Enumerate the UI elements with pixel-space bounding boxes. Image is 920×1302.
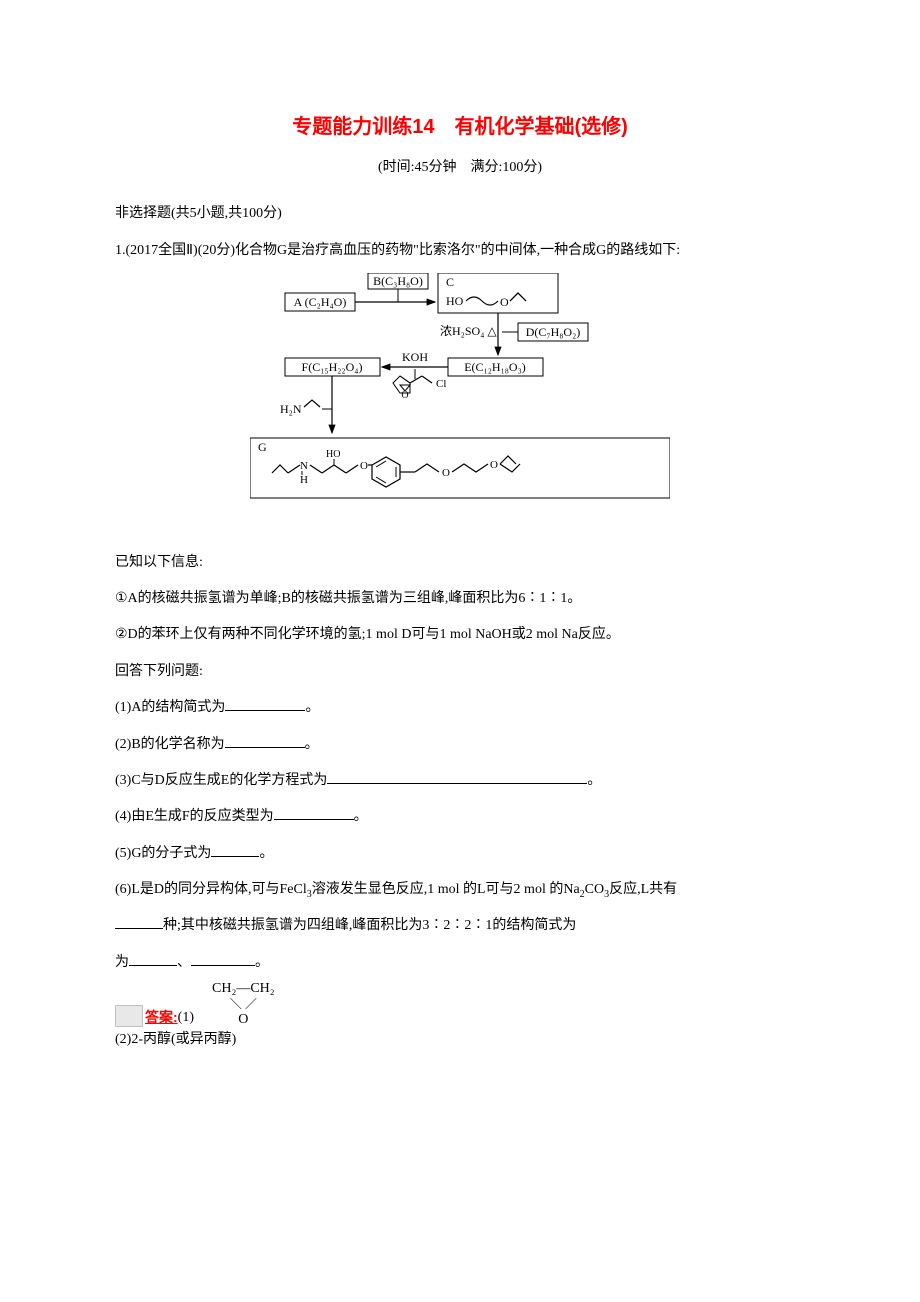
synthesis-diagram: A (C₂H₄O) B(C₃H₈O) C HO O 浓H₂SO₄ △ D(C₇H…: [115, 273, 805, 538]
p6e: 种;其中核磁共振氢谱为四组峰,峰面积比为3∶2∶2∶1的结构简式为: [163, 918, 576, 933]
q1-part6: (6)L是D的同分异构体,可与FeCl3溶液发生显色反应,1 mol 的L可与2…: [115, 872, 805, 908]
svg-text:HO: HO: [326, 449, 340, 460]
p6c: CO: [585, 882, 604, 897]
q1-part6-line2: 种;其中核磁共振氢谱为四组峰,峰面积比为3∶2∶2∶1的结构简式为: [115, 908, 805, 944]
answer-box-icon: [115, 1005, 143, 1027]
svg-text:Cl: Cl: [436, 378, 446, 390]
blank-2: [225, 734, 305, 748]
p6a: (6)L是D的同分异构体,可与FeCl: [115, 882, 307, 897]
p6f: 、: [177, 955, 191, 970]
section-header: 非选择题(共5小题,共100分): [115, 196, 805, 232]
g-structure: N H HO O O O: [272, 449, 520, 487]
info1: ①A的核磁共振氢谱为单峰;B的核磁共振氢谱为三组峰,峰面积比为6∶1∶1。: [115, 581, 805, 617]
answer-label: 答案:: [145, 1008, 178, 1028]
blank-6c: [191, 952, 255, 966]
epoxide-bottom: O: [238, 1012, 248, 1027]
p5-end: 。: [259, 846, 273, 861]
svg-text:O: O: [490, 459, 498, 471]
q1-part6-line3: 为、。: [115, 945, 805, 981]
q1-part1: (1)A的结构简式为 。: [115, 690, 805, 726]
q1-part2: (2)B的化学名称为 。: [115, 727, 805, 763]
box-d: D(C₇H₈O₂): [526, 325, 581, 339]
q1-part3: (3)C与D反应生成E的化学方程式为 。: [115, 763, 805, 799]
info2: ②D的苯环上仅有两种不同化学环境的氢;1 mol D可与1 mol NaOH或2…: [115, 617, 805, 653]
blank-5: [211, 843, 259, 857]
q1-part5: (5)G的分子式为 。: [115, 836, 805, 872]
answer-prompt: 回答下列问题:: [115, 654, 805, 690]
answer-line1: 答案: (1) CH₂—CH₂ ＼ ／ O: [115, 981, 805, 1027]
svg-text:H: H: [300, 474, 308, 486]
box-c-label: C: [446, 275, 454, 289]
svg-text:O: O: [401, 390, 408, 401]
svg-text:N: N: [300, 460, 308, 472]
svg-text:O: O: [442, 467, 450, 479]
blank-6b: [129, 952, 177, 966]
p6b: 溶液发生显色反应,1 mol 的L可与2 mol 的Na: [312, 882, 580, 897]
a1-prefix: (1): [178, 1008, 194, 1028]
cond-h2so4: 浓H₂SO₄ △: [440, 324, 497, 338]
koh-label: KOH: [402, 350, 428, 364]
p5-text: (5)G的分子式为: [115, 846, 211, 861]
amine-label: H₂N: [280, 402, 302, 416]
box-c-struct: HO: [446, 294, 464, 308]
box-g-label: G: [258, 440, 267, 454]
p3-text: (3)C与D反应生成E的化学方程式为: [115, 773, 327, 788]
p4-end: 。: [354, 809, 368, 824]
epoxide-top: CH₂—CH₂: [212, 981, 275, 996]
p1-text: (1)A的结构简式为: [115, 700, 225, 715]
svg-text:O: O: [500, 295, 509, 309]
p3-end: 。: [587, 773, 601, 788]
blank-1: [225, 697, 305, 711]
box-a: A (C₂H₄O): [294, 295, 347, 309]
epoxide-reagent: O Cl: [393, 369, 446, 401]
epoxide-mid: ＼ ／: [230, 997, 257, 1011]
p2-text: (2)B的化学名称为: [115, 737, 225, 752]
page-title: 专题能力训练14 有机化学基础(选修): [115, 112, 805, 142]
p6g: 。: [255, 955, 269, 970]
blank-4: [274, 806, 354, 820]
p4-text: (4)由E生成F的反应类型为: [115, 809, 274, 824]
blank-3: [327, 770, 587, 784]
answer-line2: (2)2-丙醇(或异丙醇): [115, 1027, 805, 1052]
epoxide-structure: CH₂—CH₂ ＼ ／ O: [212, 981, 275, 1027]
svg-text:O: O: [360, 460, 368, 472]
known-label: 已知以下信息:: [115, 545, 805, 581]
p2-end: 。: [305, 737, 319, 752]
box-b: B(C₃H₈O): [373, 274, 423, 288]
box-e: E(C₁₂H₁₈O₃): [464, 360, 526, 374]
subtitle: (时间:45分钟 满分:100分): [115, 150, 805, 186]
q1-part4: (4)由E生成F的反应类型为 。: [115, 799, 805, 835]
blank-6a: [115, 915, 163, 929]
p1-end: 。: [305, 700, 319, 715]
q1-stem: 1.(2017全国Ⅱ)(20分)化合物G是治疗高血压的药物"比索洛尔"的中间体,…: [115, 233, 805, 269]
p6d: 反应,L共有: [609, 882, 677, 897]
box-f: F(C₁₅H₂₂O₄): [302, 360, 363, 374]
